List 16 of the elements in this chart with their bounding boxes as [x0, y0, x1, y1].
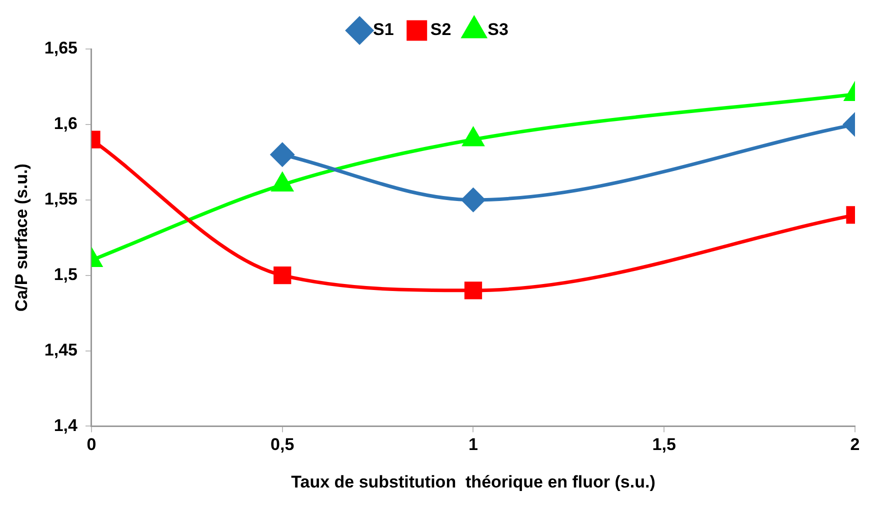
y-tick-label: 1,55 [44, 190, 78, 209]
legend-label: S2 [430, 20, 452, 40]
legend-label: S3 [488, 20, 508, 40]
y-tick-label: 1,45 [44, 340, 78, 360]
x-tick-label: 0 [86, 435, 96, 454]
x-tick-label: 0,5 [270, 435, 294, 454]
x-axis-title: Taux de substitution théorique en fluor (s.u.) [291, 472, 656, 492]
y-axis-title: Ca/P surface (s.u.) [12, 164, 31, 312]
legend-label: S1 [373, 20, 394, 40]
y-tick-label: 1,6 [54, 114, 78, 134]
x-tick-label: 1,5 [652, 435, 676, 454]
x-tick-label: 1 [468, 435, 478, 454]
y-tick-label: 1,5 [54, 265, 78, 284]
y-tick-label: 1,65 [44, 38, 78, 58]
y-tick-label: 1,4 [54, 416, 78, 435]
x-tick-label: 2 [850, 435, 860, 454]
